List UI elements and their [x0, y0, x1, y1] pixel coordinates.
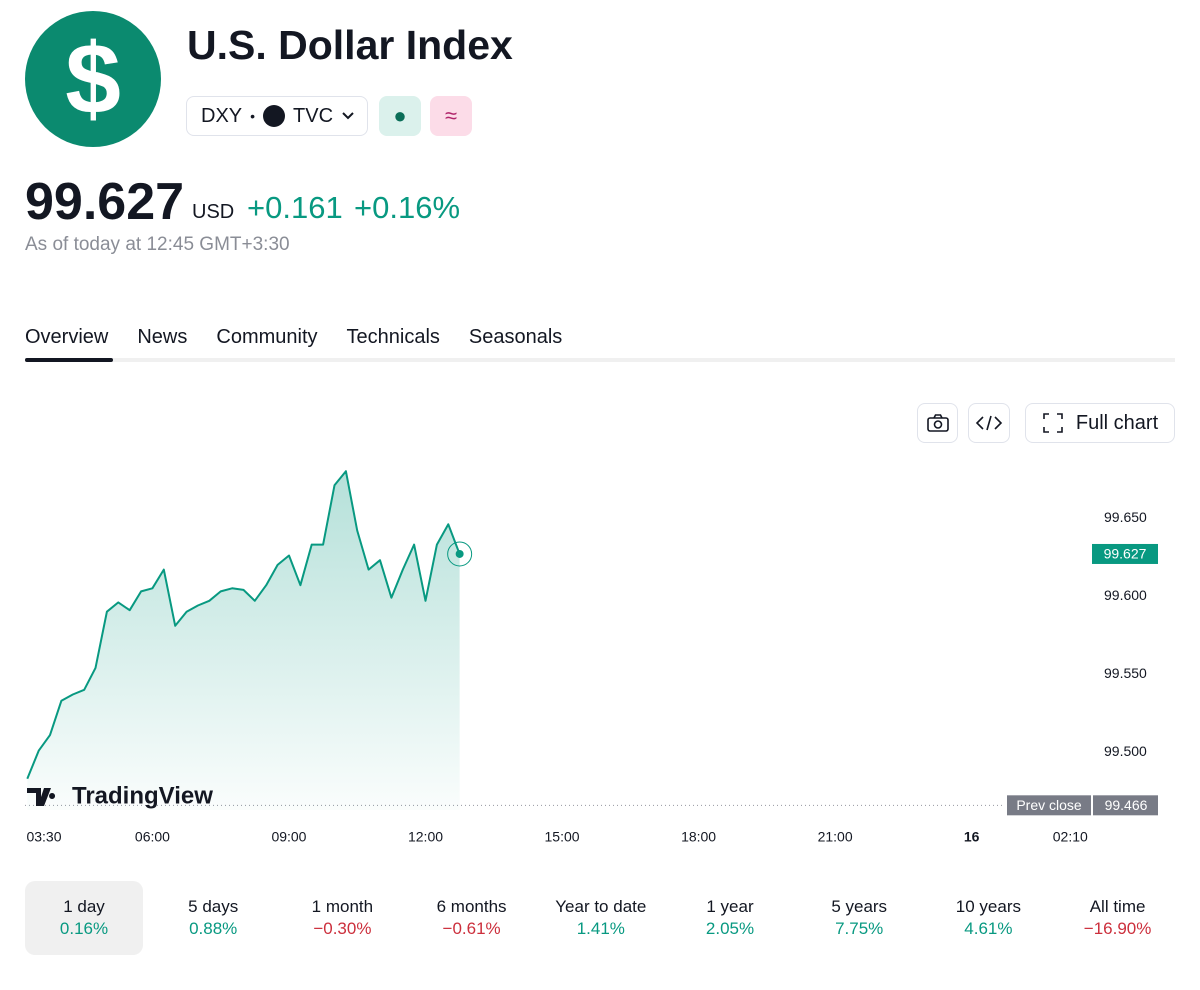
tab-rule — [25, 358, 1175, 362]
embed-button[interactable] — [968, 403, 1010, 443]
watermark-logo — [27, 788, 56, 806]
y-tick-label: 99.550 — [1104, 665, 1147, 681]
change: +0.161 — [247, 190, 343, 225]
period-change: 1.41% — [576, 919, 625, 938]
period-change: 7.75% — [835, 919, 884, 938]
y-tick-label: 99.650 — [1104, 509, 1147, 525]
chart: Prev close 99.466 99.500 99.550 99.600 99.650… — [25, 470, 1158, 845]
symbol: DXY — [201, 104, 243, 127]
period-change: 0.16% — [59, 919, 109, 938]
period-change: 4.61% — [964, 919, 1013, 938]
period-button[interactable]: 5 years 7.75% — [800, 881, 918, 955]
snapshot-button[interactable] — [917, 403, 958, 443]
x-tick-label: 15:00 — [545, 829, 580, 845]
delayed-badge[interactable]: ≈ — [430, 96, 472, 136]
camera-icon — [926, 414, 949, 432]
tabs: Overview News Community Technicals Seasonals — [25, 326, 562, 349]
title: U.S. Dollar Index — [187, 22, 513, 68]
period-button[interactable]: 10 years 4.61% — [929, 881, 1047, 955]
tab[interactable]: Seasonals — [468, 326, 563, 348]
prev-close-label: Prev close — [1016, 797, 1082, 813]
y-tick-label: 99.600 — [1104, 587, 1147, 603]
last-price-label: 99.627 — [1104, 546, 1147, 562]
tab[interactable]: Technicals — [346, 326, 440, 348]
period-label: 5 years — [831, 897, 888, 916]
period-change: −0.30% — [313, 919, 372, 938]
code-icon — [975, 415, 1003, 431]
period-label: 10 years — [955, 897, 1021, 916]
x-tick-label: 18:00 — [681, 829, 716, 845]
period-change: −0.61% — [442, 919, 501, 938]
separator: • — [250, 108, 256, 124]
tab[interactable]: Overview — [25, 326, 109, 348]
x-tick-label: 16 — [964, 829, 980, 845]
period-label: 1 day — [63, 897, 105, 916]
period-button[interactable]: 1 month −0.30% — [283, 881, 401, 955]
period-label: 5 days — [188, 897, 239, 916]
change-percent: +0.16% — [354, 190, 461, 225]
tab[interactable]: News — [137, 326, 188, 348]
area — [27, 471, 460, 810]
period-change: 2.05% — [705, 919, 755, 938]
period-label: 1 month — [311, 897, 374, 916]
period-button[interactable]: 1 day 0.16% — [25, 881, 143, 955]
tab-indicator — [25, 358, 113, 362]
exchange-icon — [263, 105, 286, 127]
tab[interactable]: Community — [216, 326, 318, 348]
prev-close-value-box — [1093, 795, 1158, 816]
expand-icon — [1043, 413, 1063, 433]
period-change: 0.88% — [189, 919, 238, 938]
x-tick-label: 21:00 — [818, 829, 853, 845]
watermark: TradingView — [27, 782, 213, 809]
currency: USD — [192, 201, 235, 223]
chevron — [342, 112, 354, 120]
period-button[interactable]: 6 months −0.61% — [413, 881, 531, 955]
full-chart-label: Full chart — [1075, 411, 1159, 434]
period-label: All time — [1089, 897, 1146, 916]
timestamp: As of today at 12:45 GMT+3:30 — [25, 234, 290, 255]
period-change: −16.90% — [1083, 919, 1152, 938]
y-tick-label: 99.500 — [1104, 743, 1147, 759]
full-chart-button[interactable]: Full chart — [1025, 403, 1175, 443]
period-label: 6 months — [436, 897, 507, 916]
logo: $ — [25, 11, 161, 147]
prev-close-box — [1007, 795, 1091, 816]
prev-close-value: 99.466 — [1105, 797, 1148, 813]
x-tick-label: 06:00 — [135, 829, 170, 845]
period-button[interactable]: Year to date 1.41% — [542, 881, 660, 955]
period-label: 1 year — [706, 897, 754, 916]
x-tick-label: 12:00 — [408, 829, 443, 845]
last-point-ring — [447, 541, 473, 567]
period-button[interactable]: All time −16.90% — [1059, 881, 1177, 955]
period-button[interactable]: 5 days 0.88% — [154, 881, 272, 955]
exchange: TVC — [293, 104, 334, 127]
period-button[interactable]: 1 year 2.05% — [671, 881, 789, 955]
last-price-box — [1092, 543, 1158, 564]
market-status[interactable]: ● — [379, 96, 421, 136]
x-tick-label: 03:30 — [26, 829, 61, 845]
price-line — [26, 470, 461, 780]
symbol-chip[interactable]: DXY • TVC — [186, 96, 368, 136]
period-label: Year to date — [555, 897, 647, 916]
last-point — [455, 549, 464, 558]
x-tick-label: 02:10 — [1053, 829, 1088, 845]
x-tick-label: 09:00 — [271, 829, 306, 845]
price: 99.627 — [25, 173, 185, 231]
watermark-text: TradingView — [72, 782, 213, 809]
